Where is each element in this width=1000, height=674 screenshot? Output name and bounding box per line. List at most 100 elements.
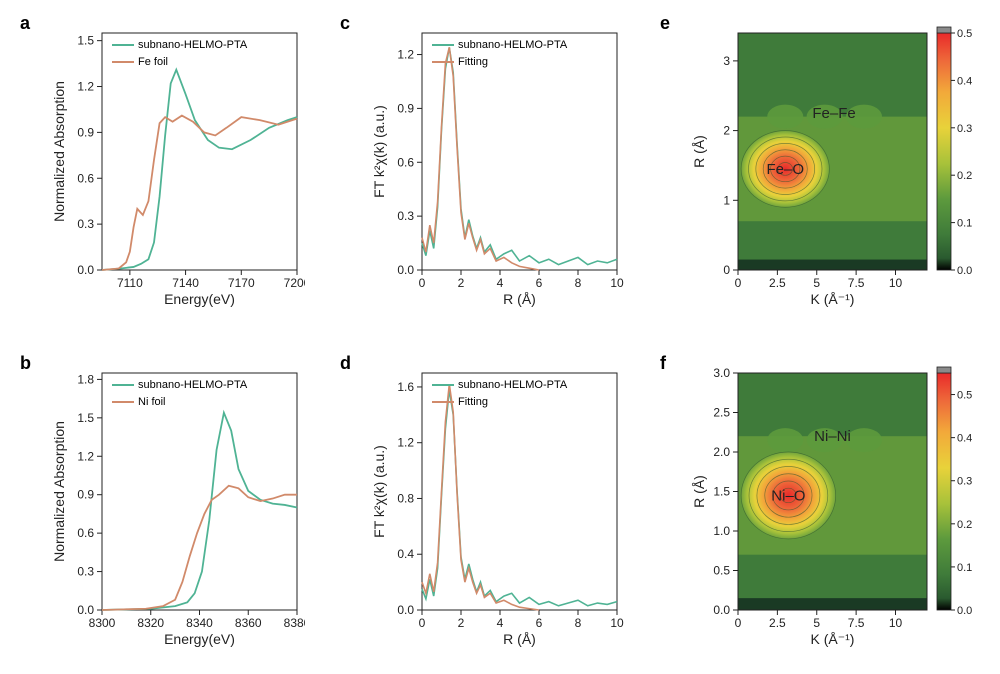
svg-text:0.0: 0.0	[397, 263, 414, 277]
svg-text:0.6: 0.6	[77, 526, 94, 540]
svg-text:K (Å⁻¹): K (Å⁻¹)	[811, 631, 855, 647]
svg-text:0.4: 0.4	[957, 433, 972, 445]
svg-text:1.0: 1.0	[713, 524, 730, 538]
svg-text:Normalized Absorption: Normalized Absorption	[51, 421, 67, 562]
svg-text:2: 2	[723, 124, 730, 138]
panel-b: 830083208340836083800.00.30.60.91.21.51.…	[50, 365, 305, 653]
svg-text:0.0: 0.0	[77, 603, 94, 617]
svg-text:R (Å): R (Å)	[691, 475, 707, 508]
svg-text:0.2: 0.2	[957, 170, 972, 182]
figure: 71107140717072000.00.30.60.91.21.5Energy…	[0, 0, 1000, 674]
panel-label-a: a	[20, 13, 30, 34]
svg-text:6: 6	[536, 616, 543, 630]
svg-text:0: 0	[723, 263, 730, 277]
svg-text:2.0: 2.0	[713, 445, 730, 459]
svg-text:0.2: 0.2	[957, 519, 972, 531]
svg-text:0.6: 0.6	[77, 171, 94, 185]
panel-label-b: b	[20, 353, 31, 374]
svg-text:0.9: 0.9	[77, 488, 94, 502]
svg-text:R (Å): R (Å)	[691, 135, 707, 168]
svg-text:1.2: 1.2	[397, 436, 414, 450]
svg-text:Ni–Ni: Ni–Ni	[814, 428, 851, 445]
svg-text:0.3: 0.3	[957, 476, 972, 488]
panel-label-c: c	[340, 13, 350, 34]
svg-text:1.2: 1.2	[77, 449, 94, 463]
panel-e: 02.557.5100123K (Å⁻¹)R (Å)Fe–FeFe–O0.00.…	[690, 25, 980, 313]
svg-text:0.4: 0.4	[957, 75, 972, 87]
svg-text:0.3: 0.3	[77, 217, 94, 231]
legend: subnano-HELMO-PTAFe foil	[112, 37, 247, 70]
svg-text:Fe–Fe: Fe–Fe	[812, 105, 855, 122]
svg-text:10: 10	[610, 276, 624, 290]
panel-label-f: f	[660, 353, 666, 374]
svg-text:0.0: 0.0	[397, 603, 414, 617]
svg-text:7.5: 7.5	[848, 616, 865, 630]
panel-label-e: e	[660, 13, 670, 34]
svg-text:10: 10	[889, 276, 903, 290]
svg-text:0.6: 0.6	[397, 155, 414, 169]
svg-text:0.9: 0.9	[397, 101, 414, 115]
svg-text:5: 5	[813, 616, 820, 630]
svg-text:1.8: 1.8	[77, 372, 94, 386]
svg-text:4: 4	[497, 616, 504, 630]
svg-text:7200: 7200	[284, 276, 305, 290]
svg-text:0.3: 0.3	[957, 123, 972, 135]
svg-text:8: 8	[575, 616, 582, 630]
svg-text:2: 2	[458, 616, 465, 630]
svg-text:1.5: 1.5	[713, 485, 730, 499]
panel-label-d: d	[340, 353, 351, 374]
svg-text:7140: 7140	[172, 276, 199, 290]
svg-text:8300: 8300	[89, 616, 116, 630]
svg-text:FT k²χ(k) (a.u.): FT k²χ(k) (a.u.)	[371, 105, 387, 198]
svg-text:3: 3	[723, 54, 730, 68]
svg-text:0.0: 0.0	[957, 265, 972, 277]
svg-text:0.0: 0.0	[957, 605, 972, 617]
svg-text:8: 8	[575, 276, 582, 290]
svg-text:K (Å⁻¹): K (Å⁻¹)	[811, 291, 855, 307]
svg-text:0.4: 0.4	[397, 547, 414, 561]
svg-text:0.0: 0.0	[713, 603, 730, 617]
legend: subnano-HELMO-PTAFitting	[432, 377, 567, 410]
svg-text:1.5: 1.5	[77, 34, 94, 48]
svg-text:1: 1	[723, 193, 730, 207]
svg-text:2.5: 2.5	[713, 406, 730, 420]
svg-text:Normalized Absorption: Normalized Absorption	[51, 81, 67, 222]
svg-text:2.5: 2.5	[769, 616, 786, 630]
svg-text:0.5: 0.5	[957, 28, 972, 40]
svg-text:7170: 7170	[228, 276, 255, 290]
panel-f: 02.557.5100.00.51.01.52.02.53.0K (Å⁻¹)R …	[690, 365, 980, 653]
svg-text:Ni–O: Ni–O	[771, 487, 805, 504]
panel-a: 71107140717072000.00.30.60.91.21.5Energy…	[50, 25, 305, 313]
svg-text:8380: 8380	[284, 616, 305, 630]
svg-text:1.2: 1.2	[77, 80, 94, 94]
svg-text:4: 4	[497, 276, 504, 290]
svg-text:1.2: 1.2	[397, 48, 414, 62]
svg-text:0.3: 0.3	[397, 209, 414, 223]
svg-text:3.0: 3.0	[713, 366, 730, 380]
svg-text:Fe–O: Fe–O	[766, 161, 804, 178]
svg-text:0.9: 0.9	[77, 125, 94, 139]
svg-text:6: 6	[536, 276, 543, 290]
svg-text:0: 0	[419, 616, 426, 630]
svg-text:R (Å): R (Å)	[503, 631, 536, 647]
svg-text:0.1: 0.1	[957, 218, 972, 230]
svg-text:8320: 8320	[137, 616, 164, 630]
svg-text:2.5: 2.5	[769, 276, 786, 290]
panel-c: 02468100.00.30.60.91.2R (Å)FT k²χ(k) (a.…	[370, 25, 625, 313]
svg-text:8340: 8340	[186, 616, 213, 630]
svg-text:8360: 8360	[235, 616, 262, 630]
svg-text:10: 10	[610, 616, 624, 630]
svg-text:R (Å): R (Å)	[503, 291, 536, 307]
svg-text:Energy(eV): Energy(eV)	[164, 291, 235, 307]
panel-d: 02468100.00.40.81.21.6R (Å)FT k²χ(k) (a.…	[370, 365, 625, 653]
svg-text:5: 5	[813, 276, 820, 290]
legend: subnano-HELMO-PTAFitting	[432, 37, 567, 70]
svg-text:0.8: 0.8	[397, 491, 414, 505]
svg-text:0.5: 0.5	[713, 564, 730, 578]
svg-text:0.1: 0.1	[957, 562, 972, 574]
svg-text:0: 0	[735, 276, 742, 290]
svg-text:10: 10	[889, 616, 903, 630]
legend: subnano-HELMO-PTANi foil	[112, 377, 247, 410]
svg-text:0.3: 0.3	[77, 565, 94, 579]
svg-text:0.0: 0.0	[77, 263, 94, 277]
